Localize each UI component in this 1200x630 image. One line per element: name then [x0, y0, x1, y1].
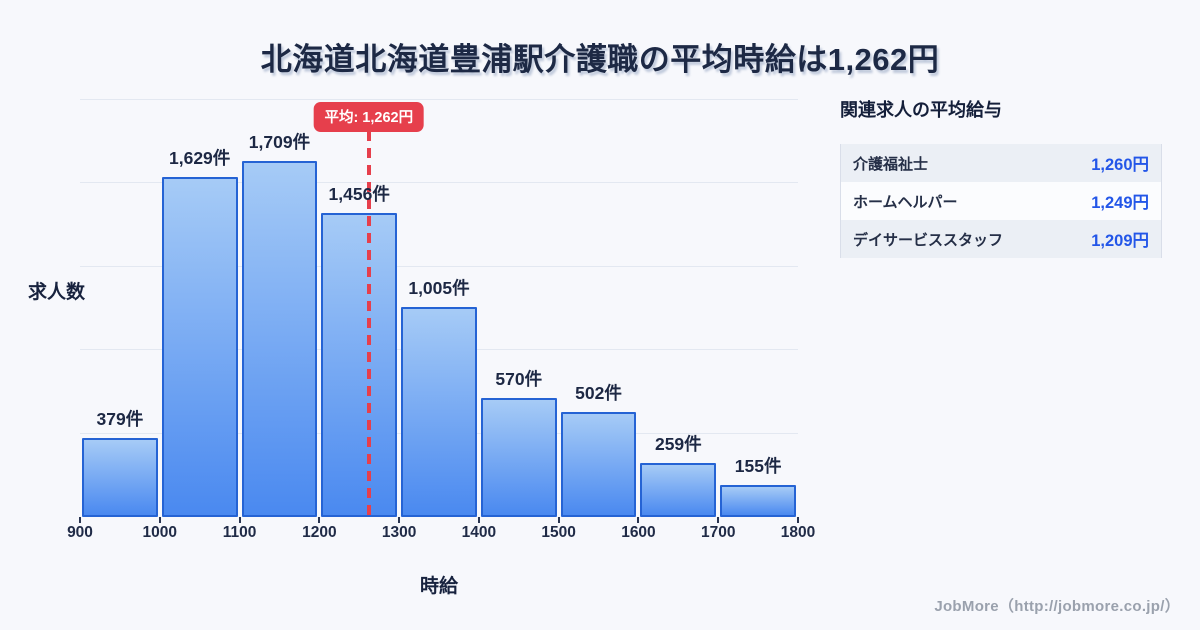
histogram-bar — [560, 412, 637, 517]
job-type-label: デイサービススタッフ — [853, 231, 1004, 249]
x-tick-mark — [477, 517, 480, 523]
bar-slot: 1,005件 — [399, 100, 479, 517]
job-type-label: ホームヘルパー — [853, 193, 958, 211]
bar-slot: 155件 — [718, 100, 798, 517]
histogram-plot: 379件 1,629件 1,709件 1,456件 1,005件 570件 502件 259件… — [80, 99, 798, 517]
x-tick-label: 1700 — [700, 524, 736, 541]
table-row: デイサービススタッフ 1,209円 — [841, 220, 1161, 258]
x-tick-mark — [398, 517, 401, 523]
histogram-bar — [720, 485, 796, 517]
x-tick-mark — [717, 517, 720, 523]
job-wage-value: 1,260円 — [1091, 156, 1149, 174]
related-jobs-panel: 関連求人の平均給与 介護福祉士 1,260円ホームヘルパー 1,249円デイサービス… — [840, 96, 1162, 258]
x-tick-label: 1500 — [541, 524, 576, 541]
x-tick-label: 1400 — [461, 524, 497, 541]
bar-value-label: 155件 — [734, 456, 782, 476]
histogram-bar — [241, 161, 318, 517]
x-tick-label: 900 — [67, 524, 93, 541]
page-title: 北海道北海道豊浦駅介護職の平均時給は1,262円 — [260, 42, 940, 77]
bar-slot: 502件 — [559, 100, 639, 517]
table-row: 介護福祉士 1,260円 — [841, 144, 1161, 182]
x-tick-label: 1000 — [142, 524, 178, 541]
bar-slot: 570件 — [479, 100, 559, 517]
histogram-bar — [480, 398, 557, 517]
bar-slot: 259件 — [638, 100, 718, 517]
bar-value-label: 1,456件 — [328, 184, 390, 204]
bar-slot: 1,709件 — [240, 100, 320, 517]
bar-slot: 1,456件 — [319, 100, 399, 517]
histogram-bar — [82, 438, 158, 517]
histogram-bar — [640, 463, 717, 517]
footer-credit: JobMore（http://jobmore.co.jp/） — [934, 598, 1180, 615]
job-wage-value: 1,209円 — [1091, 232, 1149, 250]
table-row: ホームヘルパー 1,249円 — [841, 182, 1161, 220]
x-tick-mark — [238, 517, 241, 523]
x-tick-mark — [158, 517, 161, 523]
bar-value-label: 1,629件 — [168, 148, 231, 168]
gridline — [80, 99, 798, 100]
related-jobs-table: 介護福祉士 1,260円ホームヘルパー 1,249円デイサービススタッフ 1,209円 — [840, 144, 1162, 258]
gridline — [80, 265, 798, 267]
bar-value-label: 259件 — [654, 434, 702, 454]
bar-value-label: 379件 — [96, 409, 144, 429]
x-tick-label: 1300 — [381, 524, 417, 541]
y-axis-label: 求人数 — [28, 282, 86, 303]
job-type-label: 介護福祉士 — [853, 155, 929, 173]
panel-title: 関連求人の平均給与 — [840, 100, 1002, 120]
x-tick-mark — [637, 517, 640, 523]
bar-value-label: 570件 — [495, 369, 543, 389]
x-tick-mark — [797, 517, 799, 523]
bar-slot: 1,629件 — [160, 100, 240, 517]
x-axis-label: 時給 — [419, 576, 458, 597]
x-tick-label: 1800 — [780, 524, 816, 541]
histogram-bar — [321, 213, 398, 517]
x-tick-mark — [79, 517, 81, 523]
x-tick-label: 1600 — [621, 524, 656, 541]
bar-value-label: 1,709件 — [248, 132, 311, 152]
average-line — [366, 131, 371, 517]
histogram-bar — [161, 177, 238, 517]
bar-slot: 379件 — [80, 100, 160, 517]
x-tick-mark — [318, 517, 321, 523]
gridline — [80, 182, 798, 184]
x-tick-label: 1200 — [302, 524, 337, 541]
job-wage-value: 1,249円 — [1091, 194, 1149, 212]
x-tick-mark — [557, 517, 560, 523]
bar-value-label: 502件 — [575, 383, 622, 403]
x-tick-label: 1100 — [222, 524, 257, 541]
histogram-bar — [401, 307, 477, 517]
average-badge: 平均: 1,262円 — [313, 102, 425, 132]
bar-value-label: 1,005件 — [408, 278, 470, 298]
